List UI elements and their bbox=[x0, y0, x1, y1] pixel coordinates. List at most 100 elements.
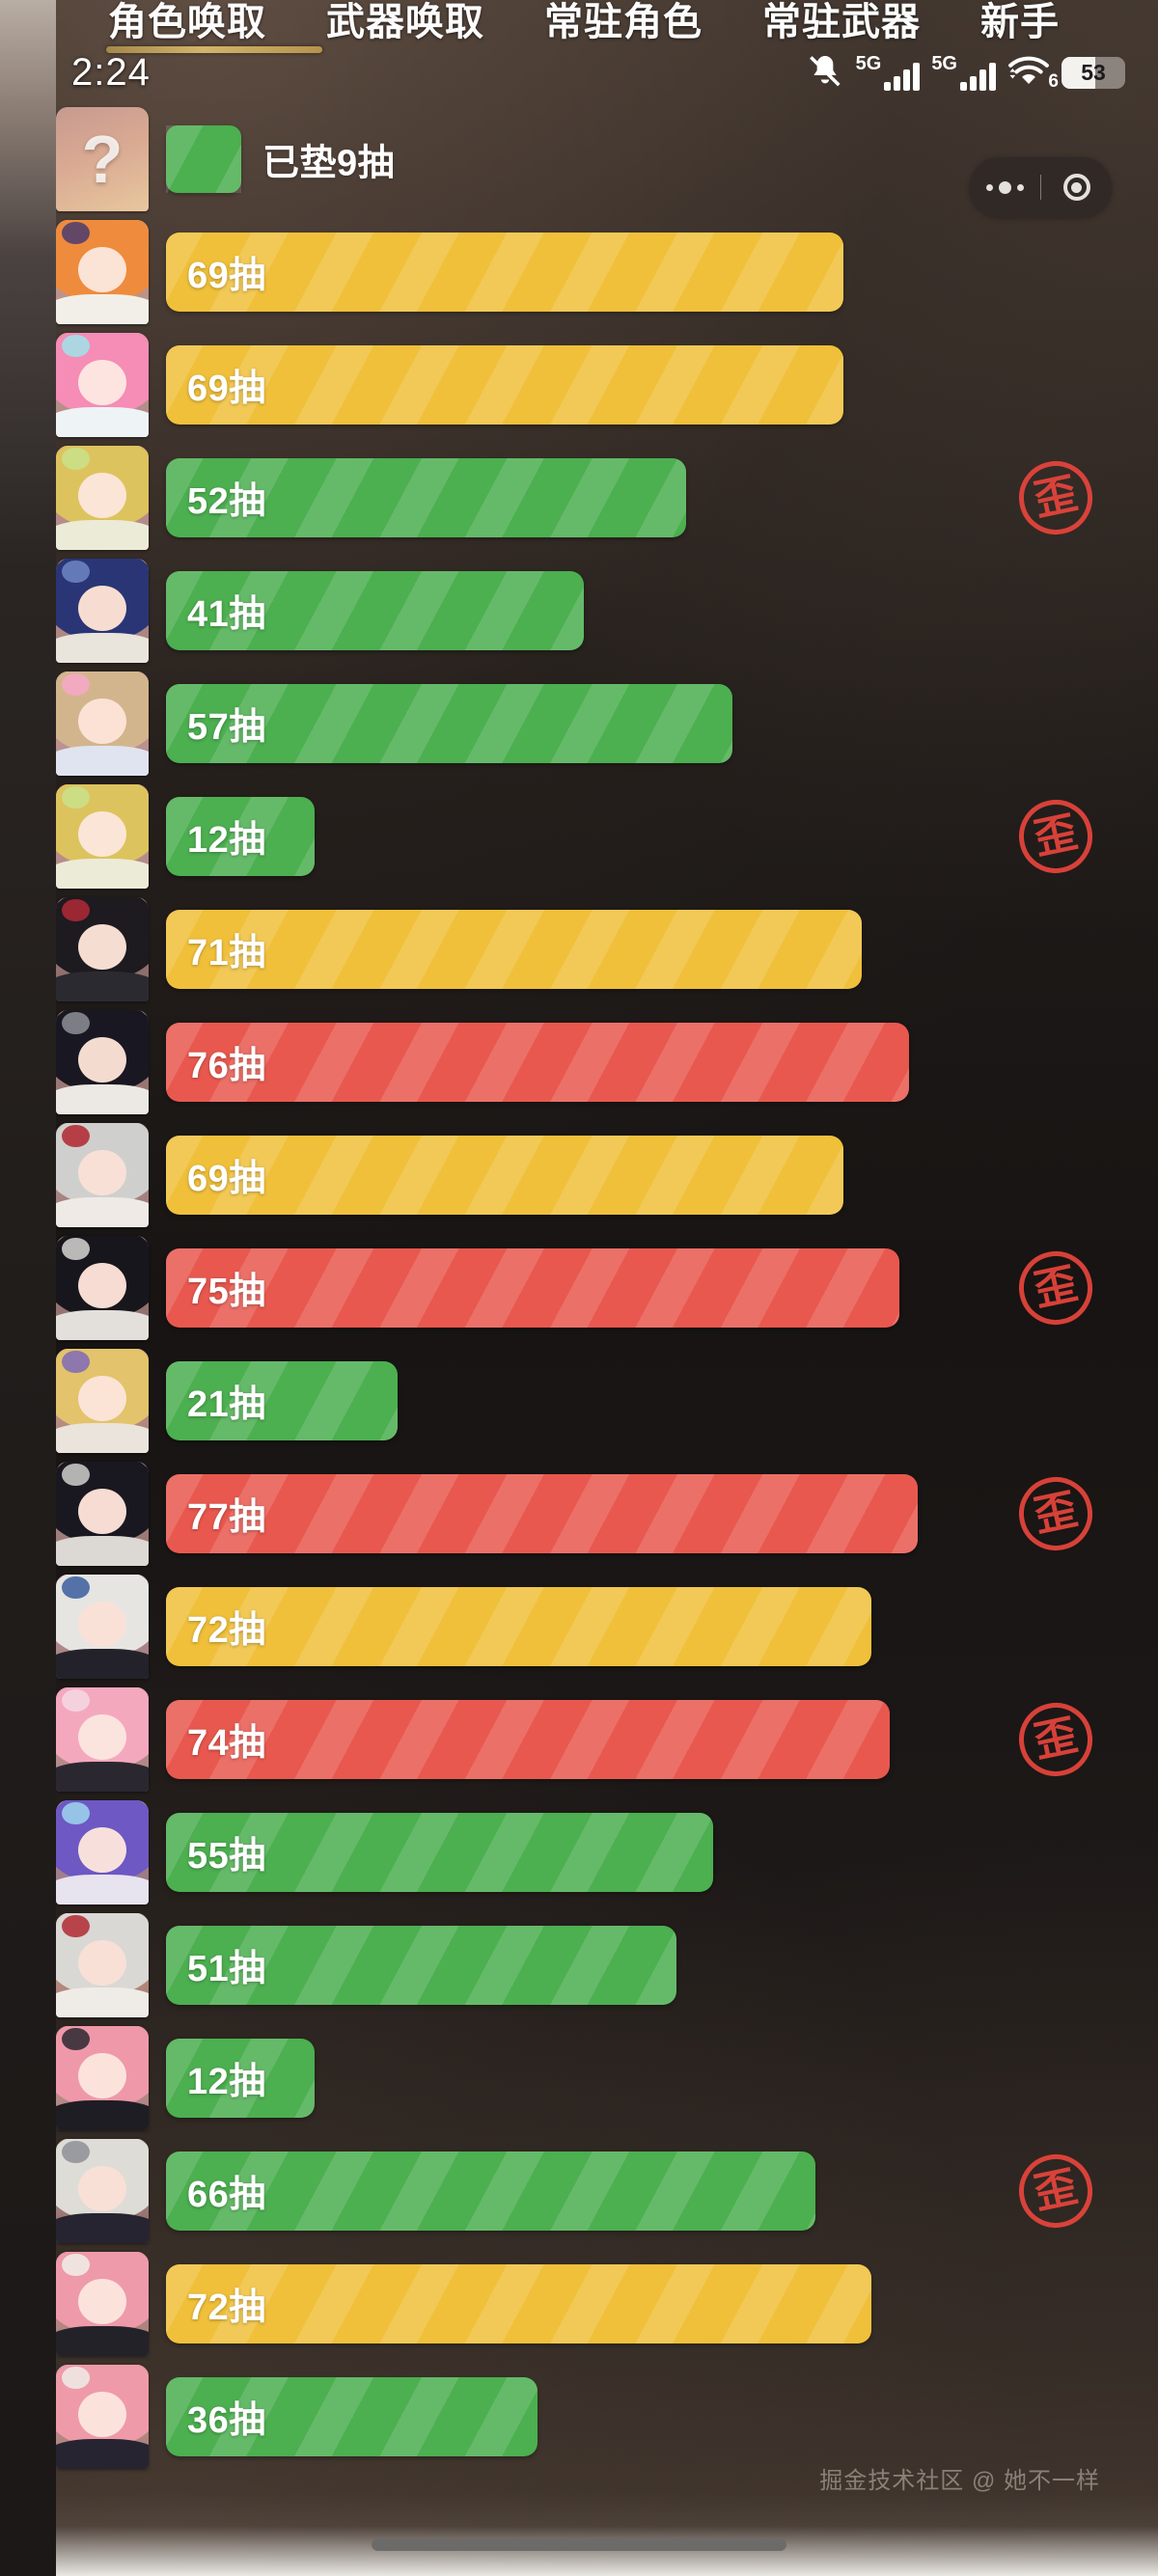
character-avatar[interactable] bbox=[56, 1912, 149, 2017]
banner-type-tabs[interactable]: 角色唤取 武器唤取 常驻角色 常驻武器 新手 bbox=[56, 0, 1158, 50]
character-avatar[interactable] bbox=[56, 896, 149, 1001]
off-banner-stamp: 歪 bbox=[1011, 1695, 1100, 1783]
off-banner-stamp: 歪 bbox=[1011, 1244, 1100, 1331]
pull-record-row[interactable]: 77抽 歪 bbox=[56, 1457, 1158, 1570]
off-banner-stamp: 歪 bbox=[1011, 792, 1100, 880]
question-mark-icon: ? bbox=[81, 121, 124, 197]
home-indicator[interactable] bbox=[372, 2538, 786, 2551]
pull-count-bar[interactable]: 12抽 bbox=[166, 2038, 315, 2118]
pull-record-row[interactable]: 75抽 歪 bbox=[56, 1231, 1158, 1344]
pull-record-row[interactable]: 69抽 bbox=[56, 215, 1158, 328]
pull-count-label: 51抽 bbox=[187, 1949, 266, 1989]
pull-record-row[interactable]: 21抽 bbox=[56, 1344, 1158, 1457]
pull-count-bar[interactable]: 55抽 bbox=[166, 1812, 713, 1892]
pull-record-row[interactable]: 66抽 歪 bbox=[56, 2134, 1158, 2247]
pull-record-row[interactable]: 12抽 bbox=[56, 2021, 1158, 2134]
pull-record-row[interactable]: 72抽 bbox=[56, 2247, 1158, 2360]
character-avatar[interactable] bbox=[56, 332, 149, 437]
pull-record-row[interactable]: 12抽 歪 bbox=[56, 780, 1158, 892]
avatar-portrait bbox=[56, 783, 149, 889]
target-circle-icon bbox=[1062, 174, 1090, 201]
pull-count-bar[interactable]: 72抽 bbox=[166, 2263, 871, 2343]
avatar-portrait bbox=[56, 1799, 149, 1905]
bar-track: 已垫9抽 bbox=[149, 102, 1158, 215]
character-avatar[interactable] bbox=[56, 1348, 149, 1453]
pull-record-row[interactable]: 74抽 歪 bbox=[56, 1683, 1158, 1795]
pull-count-label: 69抽 bbox=[187, 256, 266, 296]
pull-count-bar[interactable]: 75抽 bbox=[166, 1247, 899, 1328]
avatar-portrait bbox=[56, 1122, 149, 1227]
tab-2[interactable]: 武器唤取 bbox=[326, 1, 484, 43]
pull-count-bar[interactable]: 71抽 bbox=[166, 909, 862, 989]
character-avatar[interactable] bbox=[56, 219, 149, 324]
pull-count-label: 69抽 bbox=[187, 369, 266, 409]
pull-count-label: 72抽 bbox=[187, 1610, 266, 1651]
character-avatar[interactable] bbox=[56, 671, 149, 776]
avatar-portrait bbox=[56, 896, 149, 1001]
character-avatar[interactable] bbox=[56, 1461, 149, 1566]
pull-count-bar[interactable]: 51抽 bbox=[166, 1925, 676, 2005]
pull-count-bar[interactable]: 74抽 bbox=[166, 1699, 890, 1779]
character-avatar[interactable] bbox=[56, 1122, 149, 1227]
pull-record-row[interactable]: 71抽 bbox=[56, 892, 1158, 1005]
pull-record-row[interactable]: ? 已垫9抽 bbox=[56, 102, 1158, 215]
pull-count-label: 41抽 bbox=[187, 594, 266, 635]
character-avatar[interactable]: ? bbox=[56, 106, 149, 211]
pull-record-row[interactable]: 51抽 bbox=[56, 1908, 1158, 2021]
character-avatar[interactable] bbox=[56, 2025, 149, 2130]
watermark: 掘金技术社区 @ 她不一样 bbox=[819, 2468, 1100, 2494]
pull-count-bar[interactable]: 76抽 bbox=[166, 1022, 909, 1102]
bar-track: 74抽 歪 bbox=[149, 1683, 1158, 1795]
pull-count-bar[interactable]: 69抽 bbox=[166, 344, 843, 425]
pull-record-row[interactable]: 76抽 bbox=[56, 1005, 1158, 1118]
character-avatar[interactable] bbox=[56, 1574, 149, 1679]
pull-record-row[interactable]: 41抽 bbox=[56, 554, 1158, 667]
tab-1[interactable]: 角色唤取 bbox=[108, 1, 266, 43]
pull-count-bar[interactable]: 21抽 bbox=[166, 1360, 398, 1440]
pull-count-bar[interactable]: 41抽 bbox=[166, 570, 584, 650]
pull-record-row[interactable]: 36抽 bbox=[56, 2360, 1158, 2473]
bar-track: 12抽 bbox=[149, 2021, 1158, 2134]
pull-count-bar[interactable]: 66抽 bbox=[166, 2151, 815, 2231]
pull-count-label: 57抽 bbox=[187, 707, 266, 748]
pull-count-label: 36抽 bbox=[187, 2400, 266, 2441]
tab-4[interactable]: 常驻武器 bbox=[762, 1, 921, 43]
pull-count-bar[interactable]: 72抽 bbox=[166, 1586, 871, 1666]
pull-record-row[interactable]: 57抽 bbox=[56, 667, 1158, 780]
character-avatar[interactable] bbox=[56, 2364, 149, 2469]
pull-count-bar[interactable]: 57抽 bbox=[166, 683, 732, 763]
bar-track: 76抽 bbox=[149, 1005, 1158, 1118]
character-avatar[interactable] bbox=[56, 1799, 149, 1905]
pull-record-row[interactable]: 72抽 bbox=[56, 1570, 1158, 1683]
pull-record-row[interactable]: 52抽 歪 bbox=[56, 441, 1158, 554]
character-avatar[interactable] bbox=[56, 1686, 149, 1792]
pull-count-bar[interactable]: 36抽 bbox=[166, 2376, 538, 2456]
character-avatar[interactable] bbox=[56, 1009, 149, 1114]
character-avatar[interactable] bbox=[56, 2138, 149, 2243]
character-avatar[interactable] bbox=[56, 558, 149, 663]
pull-record-row[interactable]: 69抽 bbox=[56, 1118, 1158, 1231]
character-avatar[interactable] bbox=[56, 783, 149, 889]
avatar-portrait bbox=[56, 1461, 149, 1566]
off-banner-stamp: 歪 bbox=[1011, 2147, 1100, 2234]
avatar-portrait bbox=[56, 332, 149, 437]
pull-count-bar[interactable]: 12抽 bbox=[166, 796, 315, 876]
miniprogram-capsule[interactable] bbox=[970, 157, 1112, 217]
pull-count-bar[interactable]: 52抽 bbox=[166, 457, 686, 537]
capsule-menu-button[interactable] bbox=[970, 157, 1040, 217]
pull-record-row[interactable]: 69抽 bbox=[56, 328, 1158, 441]
pull-count-bar[interactable]: 69抽 bbox=[166, 1135, 843, 1215]
pull-count-bar[interactable]: 77抽 bbox=[166, 1473, 918, 1553]
pull-count-bar[interactable]: 已垫9抽 bbox=[166, 124, 395, 193]
character-avatar[interactable] bbox=[56, 445, 149, 550]
avatar-portrait bbox=[56, 2251, 149, 2356]
pull-record-row[interactable]: 55抽 bbox=[56, 1795, 1158, 1908]
capsule-close-button[interactable] bbox=[1041, 157, 1112, 217]
character-avatar[interactable] bbox=[56, 1235, 149, 1340]
tab-5[interactable]: 新手 bbox=[980, 1, 1060, 43]
tab-3[interactable]: 常驻角色 bbox=[544, 1, 703, 43]
avatar-portrait bbox=[56, 1686, 149, 1792]
pull-count-bar[interactable]: 69抽 bbox=[166, 232, 843, 312]
character-avatar[interactable] bbox=[56, 2251, 149, 2356]
